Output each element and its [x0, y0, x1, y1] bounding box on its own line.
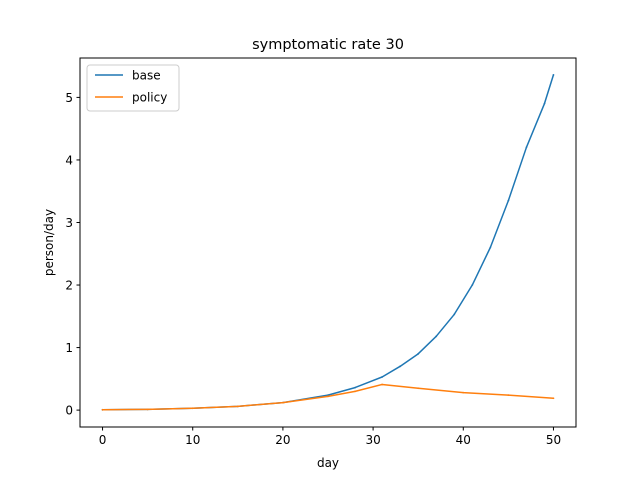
x-axis-label: day	[317, 456, 339, 470]
data-point-base	[435, 335, 438, 338]
data-point-policy	[327, 395, 329, 398]
data-point-policy	[146, 408, 149, 411]
y-axis-ticks: 0 1 2 3 4 5	[65, 91, 80, 418]
data-point-base	[543, 102, 546, 105]
data-point-policy	[462, 391, 465, 394]
y-tick-label: 4	[65, 153, 73, 167]
data-point-base	[525, 146, 528, 149]
x-axis-ticks: 0 10 20 30 40 50	[99, 427, 561, 447]
data-point-base	[453, 313, 456, 316]
legend: base policy	[86, 64, 180, 112]
y-axis-label: person/day	[42, 209, 56, 276]
data-point-policy	[552, 397, 555, 400]
data-point-base	[399, 365, 402, 368]
data-point-policy	[191, 407, 194, 410]
data-point-base	[417, 352, 420, 355]
data-point-policy	[282, 401, 284, 404]
data-point-base	[354, 386, 356, 389]
data-point-policy	[381, 383, 384, 386]
y-tick-label: 3	[65, 216, 73, 230]
data-point-policy	[417, 387, 420, 390]
data-point-base	[489, 246, 492, 249]
x-tick-label: 10	[185, 433, 200, 447]
x-tick-label: 0	[99, 433, 107, 447]
y-tick-label: 1	[65, 341, 73, 355]
chart-title: symptomatic rate 30	[252, 37, 404, 53]
legend-label-base: base	[132, 69, 161, 83]
data-point-base	[381, 376, 384, 378]
legend-box	[86, 64, 180, 112]
x-tick-label: 20	[275, 433, 290, 447]
y-tick-label: 0	[65, 404, 73, 418]
data-point-policy	[236, 405, 239, 408]
y-tick-label: 5	[65, 91, 73, 105]
plot-frame	[79, 57, 577, 428]
data-point-base	[552, 73, 555, 76]
data-point-base	[471, 284, 474, 286]
series-line-policy	[102, 383, 554, 411]
data-point-policy	[507, 394, 510, 397]
x-tick-label: 30	[365, 433, 380, 447]
data-point-policy	[354, 390, 356, 393]
x-tick-label: 40	[456, 433, 471, 447]
legend-label-policy: policy	[132, 91, 167, 105]
data-point-base	[507, 199, 510, 202]
x-tick-label: 50	[546, 433, 561, 447]
plot-lines	[101, 73, 555, 411]
y-tick-label: 2	[65, 279, 73, 293]
data-point-policy	[101, 408, 104, 411]
